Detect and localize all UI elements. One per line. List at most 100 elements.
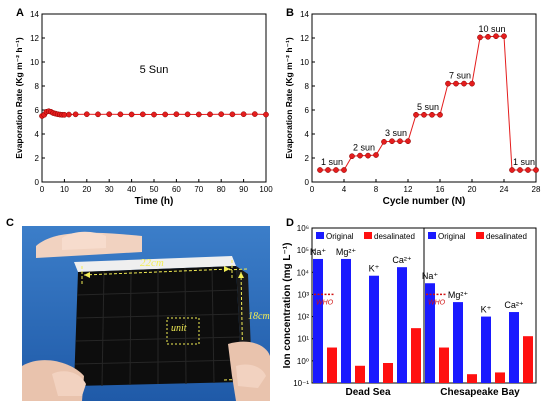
x-tick-label: 8 xyxy=(374,185,379,194)
data-point xyxy=(151,111,157,118)
x-tick-label: 28 xyxy=(532,185,541,194)
data-point xyxy=(389,138,395,145)
annotation-label: 2 sun xyxy=(353,143,375,153)
who-label: WHO xyxy=(428,299,446,306)
ion-label: Mg²⁺ xyxy=(448,290,468,300)
legend-label: desalinated xyxy=(374,232,415,241)
bar-original xyxy=(397,267,407,383)
data-point xyxy=(437,111,443,118)
ion-label: Ca²⁺ xyxy=(504,300,524,310)
x-tick-label: 30 xyxy=(105,185,114,194)
data-point xyxy=(533,167,539,173)
data-point xyxy=(72,111,79,118)
data-point xyxy=(365,152,371,159)
data-point xyxy=(349,153,355,160)
x-tick-label: 4 xyxy=(342,185,347,194)
bar-original xyxy=(509,312,519,383)
y-tick-label: 8 xyxy=(305,82,310,91)
y-tick-label: 12 xyxy=(30,34,39,43)
bar-desalinated xyxy=(355,365,365,383)
y-tick-label: 2 xyxy=(305,154,310,163)
data-point xyxy=(95,111,101,118)
data-point xyxy=(162,111,169,118)
annotation-label: 3 sun xyxy=(385,128,407,138)
sample-photo: 22cm 18cm unit xyxy=(22,226,270,401)
plate-edge xyxy=(74,256,236,272)
data-point xyxy=(397,138,403,145)
x-tick-label: 10 xyxy=(60,185,69,194)
bar-desalinated xyxy=(383,363,393,383)
data-point xyxy=(341,167,347,173)
data-point xyxy=(195,111,202,118)
x-tick-label: 12 xyxy=(404,185,413,194)
ion-label: Mg²⁺ xyxy=(336,247,356,257)
panel-d-letter: D xyxy=(286,217,294,229)
panel-d: 10⁻¹ 10⁰ 10¹ 10² 10³ 10⁴ 10⁵ 10⁶ Ion concentrati… xyxy=(282,217,537,398)
legend-swatch-desalinated xyxy=(476,232,484,239)
data-point xyxy=(445,80,451,87)
x-tick-label: 16 xyxy=(436,185,445,194)
data-point xyxy=(240,111,247,118)
bar-desalinated xyxy=(495,372,505,383)
y-tick-label: 4 xyxy=(305,130,310,139)
group-label: Chesapeake Bay xyxy=(440,387,520,398)
annotation-label: 10 sun xyxy=(478,24,505,34)
y-axis-title: Ion concentration (mg L⁻¹) xyxy=(282,243,293,369)
annotation-label: 7 sun xyxy=(449,71,471,81)
y-tick-label: 6 xyxy=(305,106,310,115)
x-tick-label: 40 xyxy=(127,185,136,194)
bottom-hands xyxy=(22,341,270,401)
photo-height-label: 18cm xyxy=(248,311,270,322)
y-tick-label: 0 xyxy=(35,178,40,187)
data-point xyxy=(461,80,467,87)
annotation-label: 1 sun xyxy=(321,157,343,167)
plot-frame xyxy=(311,13,537,183)
data-point xyxy=(117,111,124,118)
y-axis-title: Evaporation Rate (Kg m⁻² h⁻¹) xyxy=(284,37,294,159)
bar-original xyxy=(481,316,491,383)
unit-cell-outline xyxy=(166,317,200,345)
data-point xyxy=(517,167,523,173)
data-point xyxy=(251,111,258,117)
ion-label: Ca²⁺ xyxy=(392,255,412,265)
top-hand xyxy=(36,231,142,258)
y-tick-label: 10 xyxy=(300,58,309,67)
legend-label: Original xyxy=(438,232,466,241)
data-point xyxy=(405,138,411,145)
data-point xyxy=(207,111,213,118)
bar-desalinated xyxy=(439,347,449,383)
plot-frame xyxy=(41,13,267,183)
data-point xyxy=(477,34,483,41)
x-tick-label: 70 xyxy=(194,185,203,194)
data-point xyxy=(325,167,331,173)
data-point xyxy=(413,111,419,118)
bar-desalinated xyxy=(467,374,477,383)
x-tick-label: 0 xyxy=(310,185,315,194)
x-axis-title: Cycle number (N) xyxy=(383,196,466,207)
data-point xyxy=(501,33,507,40)
y-tick-label: 6 xyxy=(35,106,40,115)
ion-label: K⁺ xyxy=(369,264,380,274)
data-point xyxy=(173,111,180,118)
data-point xyxy=(485,33,491,40)
data-point xyxy=(66,111,72,118)
x-tick-label: 20 xyxy=(82,185,91,194)
data-point xyxy=(83,111,90,118)
data-point xyxy=(429,111,435,118)
annotation-label: 5 Sun xyxy=(140,64,169,76)
data-point xyxy=(357,152,363,159)
bar-original xyxy=(369,275,379,383)
data-point xyxy=(218,111,225,118)
y-tick-label: 10⁵ xyxy=(297,246,309,255)
ion-label: Na⁺ xyxy=(310,247,327,257)
x-tick-label: 90 xyxy=(239,185,248,194)
ion-label: Na⁺ xyxy=(422,271,439,281)
x-axis-title: Time (h) xyxy=(135,196,174,207)
y-tick-label: 10⁴ xyxy=(297,268,310,277)
y-tick-label: 4 xyxy=(35,130,40,139)
who-label: WHO xyxy=(316,299,334,306)
x-tick-label: 60 xyxy=(172,185,181,194)
data-point xyxy=(493,33,499,40)
